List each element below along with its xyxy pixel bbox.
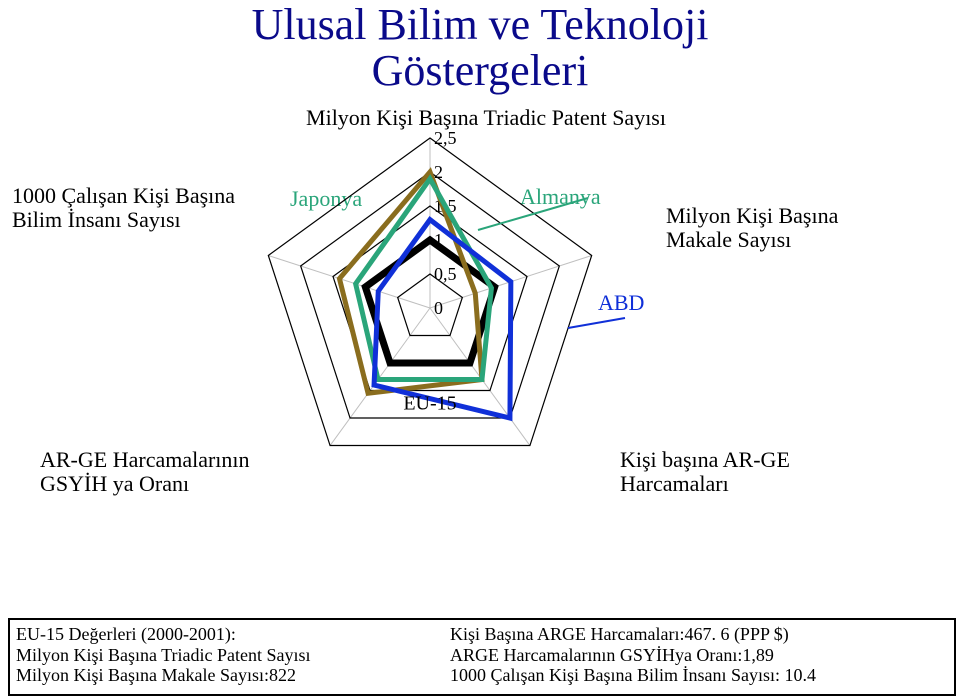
footer-box: EU-15 Değerleri (2000-2001): Milyon Kişi… bbox=[8, 618, 956, 696]
footer-left-1: Milyon Kişi Başına Triadic Patent Sayısı bbox=[16, 645, 311, 666]
footer-left-2: Milyon Kişi Başına Makale Sayısı:822 bbox=[16, 665, 311, 686]
svg-text:2: 2 bbox=[434, 162, 443, 182]
footer-right-1: ARGE Harcamalarının GSYİHya Oranı:1,89 bbox=[450, 645, 816, 666]
footer-left: EU-15 Değerleri (2000-2001): Milyon Kişi… bbox=[16, 624, 311, 686]
radar-chart: 00,511,522,5EU-15 bbox=[0, 0, 960, 700]
footer-right: Kişi Başına ARGE Harcamaları:467. 6 (PPP… bbox=[450, 624, 816, 686]
svg-text:0,5: 0,5 bbox=[434, 264, 457, 284]
footer-right-2: 1000 Çalışan Kişi Başına Bilim İnsanı Sa… bbox=[450, 665, 816, 686]
svg-text:2,5: 2,5 bbox=[434, 128, 457, 148]
svg-text:EU-15: EU-15 bbox=[403, 392, 456, 414]
svg-text:0: 0 bbox=[434, 298, 443, 318]
footer-right-0: Kişi Başına ARGE Harcamaları:467. 6 (PPP… bbox=[450, 624, 816, 645]
footer-left-0: EU-15 Değerleri (2000-2001): bbox=[16, 624, 311, 645]
